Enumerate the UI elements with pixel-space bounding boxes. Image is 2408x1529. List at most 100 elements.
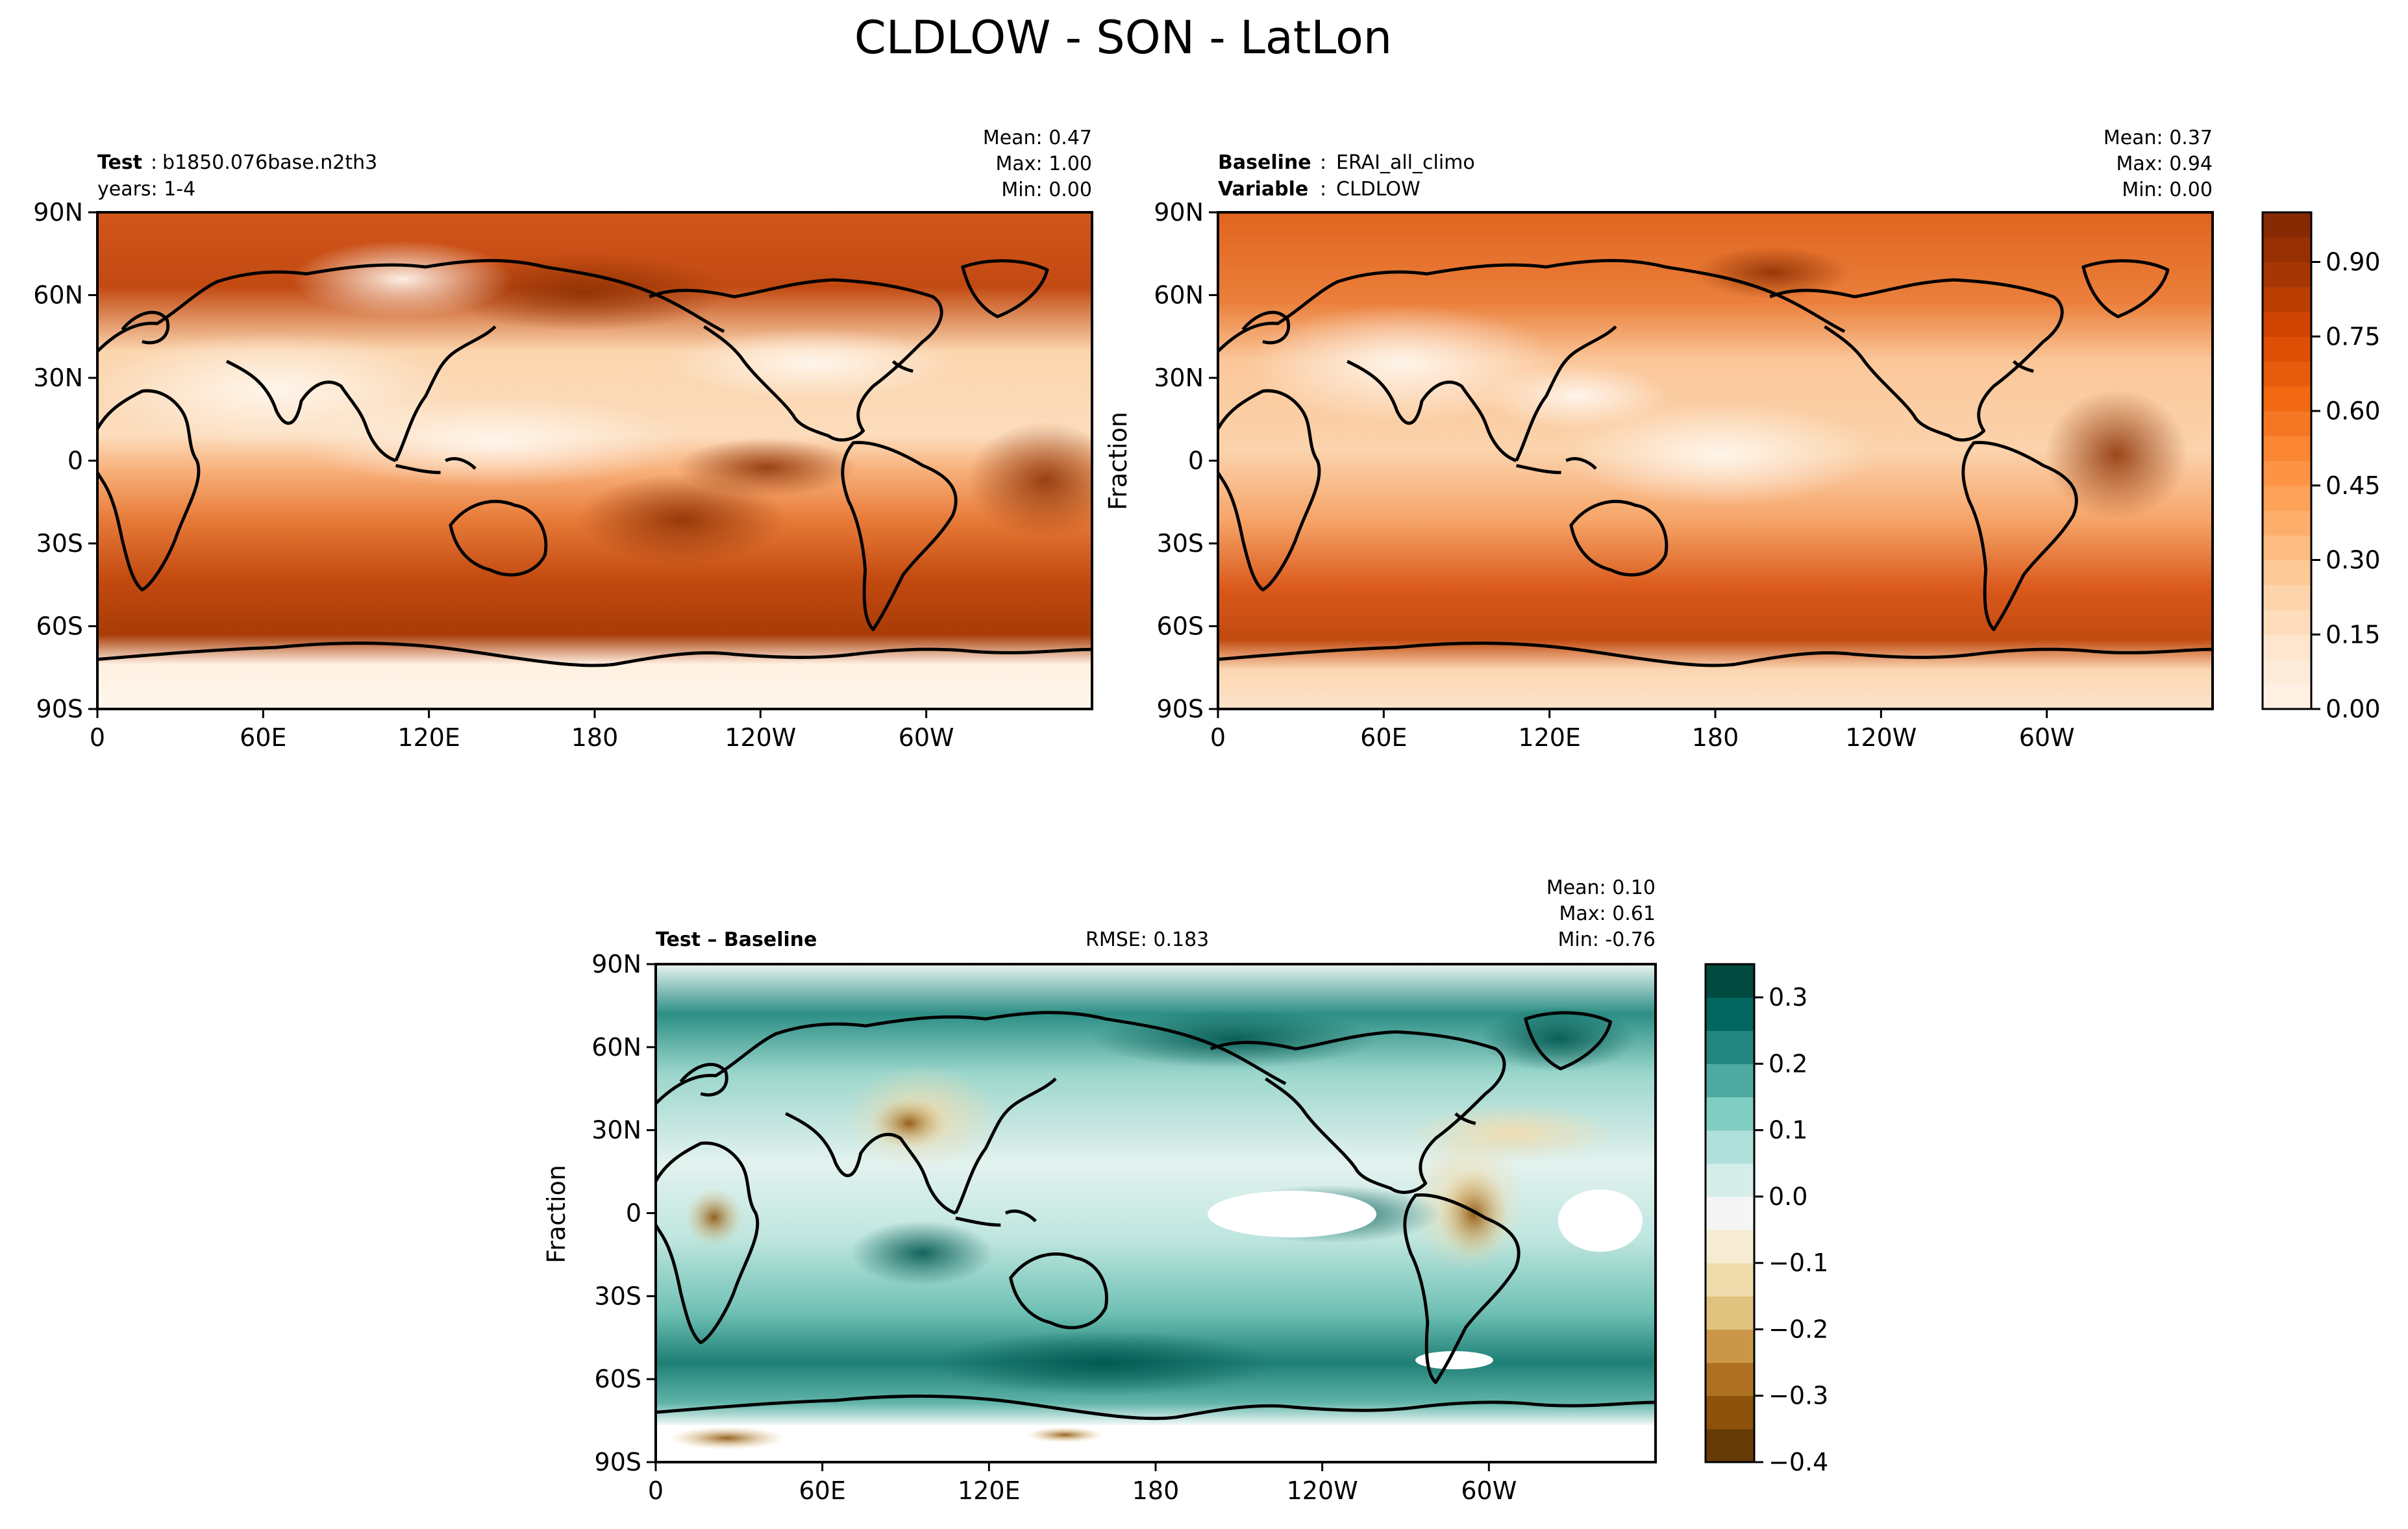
xtick-label: 180 bbox=[1692, 723, 1739, 752]
colorbar-band bbox=[1706, 997, 1754, 1031]
ytick-label: 60N bbox=[591, 1033, 641, 1062]
panel-baseline-header-colon: : bbox=[1320, 151, 1326, 174]
xtick-label: 120W bbox=[1845, 723, 1917, 752]
panel-baseline-header-label: Baseline bbox=[1218, 151, 1311, 174]
ytick-label: 0 bbox=[1188, 447, 1204, 475]
colorbar-frame bbox=[2261, 211, 2313, 710]
ytick-label: 60N bbox=[1154, 281, 1204, 310]
figure-title: CLDLOW - SON - LatLon bbox=[854, 11, 1392, 64]
ytick-label: 30N bbox=[591, 1116, 641, 1145]
colorbar-band bbox=[2263, 584, 2311, 610]
xtick-label: 120W bbox=[1287, 1476, 1358, 1505]
ytick-label: 0 bbox=[68, 447, 83, 475]
colorbar-band bbox=[1706, 1362, 1754, 1397]
ytick-label: 90N bbox=[33, 198, 83, 227]
colorbar-frame bbox=[1704, 963, 1756, 1463]
xtick-label: 0 bbox=[648, 1476, 664, 1505]
colorbar-band bbox=[1706, 1263, 1754, 1297]
colorbar-band bbox=[2263, 460, 2311, 486]
colorbar-band bbox=[2263, 535, 2311, 561]
ytick-label: 60N bbox=[33, 281, 83, 310]
colorbar-band bbox=[1706, 1230, 1754, 1263]
colorbar-tick-label: 0.0 bbox=[1769, 1182, 1807, 1211]
colorbar-band bbox=[2263, 212, 2311, 238]
xtick-label: 60W bbox=[1461, 1476, 1517, 1505]
colorbar-band bbox=[2263, 312, 2311, 337]
colorbar-band bbox=[2263, 560, 2311, 586]
ytick-label: 90S bbox=[1157, 695, 1204, 723]
panel-baseline-axes: 0 60E 120E 180 120W 60W 90N 60N 30N 0 30S 60S 90S bbox=[1154, 198, 2074, 752]
colorbar-band bbox=[1706, 1296, 1754, 1330]
ytick-label: 60S bbox=[595, 1365, 641, 1393]
colorbar-oranges: 0.00 0.15 0.30 0.45 0.60 0.75 0.90 bbox=[2261, 211, 2381, 723]
panel-test-max: Max: 1.00 bbox=[996, 153, 1092, 175]
colorbar-tick-label: 0.45 bbox=[2326, 471, 2381, 500]
xtick-label: 60E bbox=[240, 723, 286, 752]
panel-test: Test : b1850.076base.n2th3 years: 1-4 Me… bbox=[33, 127, 1093, 752]
xtick-label: 180 bbox=[1132, 1476, 1180, 1505]
xtick-label: 120E bbox=[1518, 723, 1581, 752]
panel-test-header-years: years: 1-4 bbox=[97, 178, 195, 201]
panel-test-field bbox=[97, 212, 1092, 709]
panel-baseline: Baseline : ERAI_all_climo Variable : CLD… bbox=[1104, 127, 2381, 752]
colorbar-band bbox=[1706, 1395, 1754, 1430]
colorbar-band bbox=[1706, 1097, 1754, 1131]
ytick-label: 0 bbox=[626, 1199, 641, 1228]
panel-test-header-label: Test bbox=[97, 151, 142, 174]
colorbar-band bbox=[2263, 361, 2311, 387]
xtick-label: 120E bbox=[958, 1476, 1021, 1505]
xtick-label: 180 bbox=[571, 723, 619, 752]
colorbar-tick-label: 0.3 bbox=[1769, 983, 1807, 1012]
panel-diff-ylabel: Fraction bbox=[542, 1165, 571, 1263]
panel-baseline-variable-value: CLDLOW bbox=[1336, 178, 1421, 201]
panel-baseline-max: Max: 0.94 bbox=[2116, 153, 2213, 175]
panel-diff-header-label: Test – Baseline bbox=[656, 928, 817, 951]
colorbar-band bbox=[1706, 1196, 1754, 1230]
colorbar-band bbox=[1706, 1130, 1754, 1164]
colorbar-tick-label: 0.30 bbox=[2326, 546, 2381, 575]
panel-baseline-min: Min: 0.00 bbox=[2122, 179, 2213, 201]
ytick-label: 30S bbox=[595, 1282, 641, 1310]
xtick-label: 0 bbox=[90, 723, 105, 752]
panel-diff-max: Max: 0.61 bbox=[1559, 902, 1656, 925]
xtick-label: 0 bbox=[1210, 723, 1226, 752]
panel-diff-field bbox=[656, 964, 1656, 1462]
panel-baseline-field bbox=[1218, 212, 2213, 709]
colorbar-band bbox=[1706, 1063, 1754, 1098]
panel-diff-rmse: RMSE: 0.183 bbox=[1086, 928, 1209, 951]
colorbar-tick-label: 0.1 bbox=[1769, 1116, 1807, 1145]
panel-diff-axes: 0 60E 120E 180 120W 60W 90N 60N 30N 0 30S 60S 90S bbox=[591, 950, 1517, 1505]
ytick-label: 60S bbox=[36, 612, 83, 641]
colorbar-band bbox=[1706, 1030, 1754, 1064]
colorbar-brbg: 0.3 0.2 0.1 0.0 −0.1 −0.2 −0.3 −0.4 bbox=[1704, 963, 1828, 1476]
colorbar-tick-label: 0.2 bbox=[1769, 1049, 1807, 1078]
colorbar-band bbox=[2263, 485, 2311, 511]
colorbar-band bbox=[1706, 1329, 1754, 1363]
colorbar-band bbox=[2263, 634, 2311, 660]
ytick-label: 90S bbox=[595, 1448, 641, 1476]
panel-test-header-colon: : bbox=[151, 151, 157, 174]
colorbar-tick-label: −0.2 bbox=[1769, 1315, 1828, 1343]
panel-test-header-value: b1850.076base.n2th3 bbox=[162, 151, 377, 174]
panel-difference: Test – Baseline RMSE: 0.183 Mean: 0.10 M… bbox=[542, 876, 1828, 1505]
panel-baseline-header-value: ERAI_all_climo bbox=[1336, 151, 1475, 174]
ytick-label: 30S bbox=[36, 529, 83, 558]
xtick-label: 60E bbox=[799, 1476, 845, 1505]
panel-baseline-mean: Mean: 0.37 bbox=[2104, 127, 2213, 149]
colorbar-band bbox=[2263, 336, 2311, 362]
colorbar-tick-label: −0.1 bbox=[1769, 1249, 1828, 1277]
colorbar-band bbox=[2263, 510, 2311, 536]
ytick-label: 30S bbox=[1157, 529, 1204, 558]
colorbar-band bbox=[1706, 1163, 1754, 1197]
ytick-label: 30N bbox=[1154, 364, 1204, 392]
colorbar-band bbox=[2263, 659, 2311, 685]
colorbar-tick-label: 0.15 bbox=[2326, 620, 2381, 649]
colorbar-band bbox=[2263, 262, 2311, 288]
panel-baseline-variable-colon: : bbox=[1320, 178, 1326, 201]
xtick-label: 60W bbox=[899, 723, 954, 752]
ytick-label: 90N bbox=[591, 950, 641, 978]
colorbar-band bbox=[1706, 964, 1754, 998]
colorbar-tick-label: −0.3 bbox=[1769, 1382, 1828, 1410]
panel-diff-mean: Mean: 0.10 bbox=[1546, 876, 1656, 899]
ytick-label: 90S bbox=[36, 695, 83, 723]
